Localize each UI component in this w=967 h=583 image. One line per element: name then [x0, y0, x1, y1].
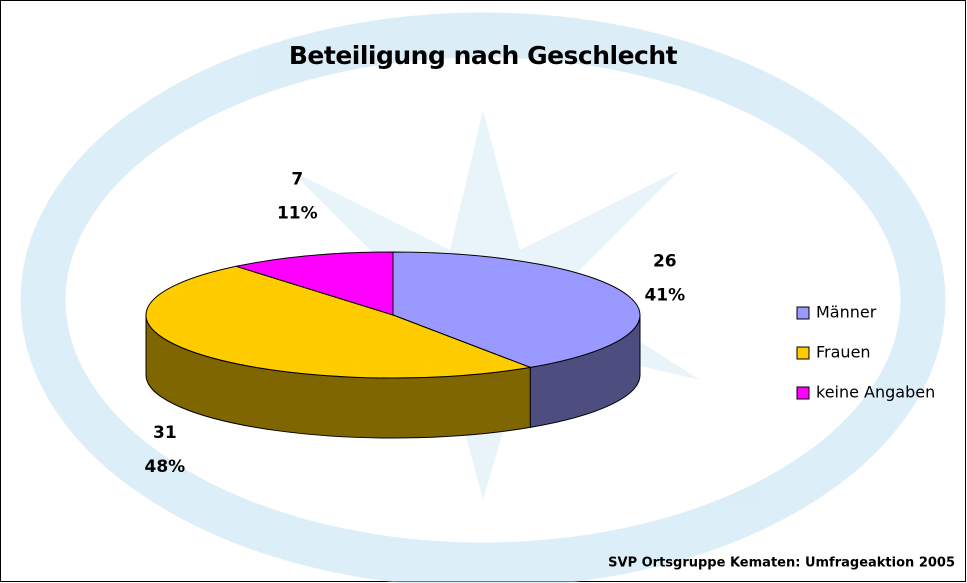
value-label: 31 — [153, 423, 177, 443]
value-label: 26 — [653, 251, 677, 271]
value-label: 7 — [291, 169, 303, 189]
legend-swatch — [796, 386, 810, 400]
legend-label: keine Angaben — [816, 383, 935, 402]
legend-label: Männer — [816, 303, 877, 322]
pie-slice — [234, 251, 394, 316]
percent-label: 41% — [644, 285, 685, 305]
percent-label: 11% — [277, 203, 318, 223]
legend-label: Frauen — [816, 343, 871, 362]
source-note: SVP Ortsgruppe Kematen: Umfrageaktion 20… — [608, 556, 955, 571]
legend-swatch — [796, 306, 810, 320]
legend-swatch — [796, 346, 810, 360]
percent-label: 48% — [144, 457, 185, 477]
pie-slice — [145, 265, 533, 379]
chart-title: Beteiligung nach Geschlecht — [289, 41, 678, 70]
